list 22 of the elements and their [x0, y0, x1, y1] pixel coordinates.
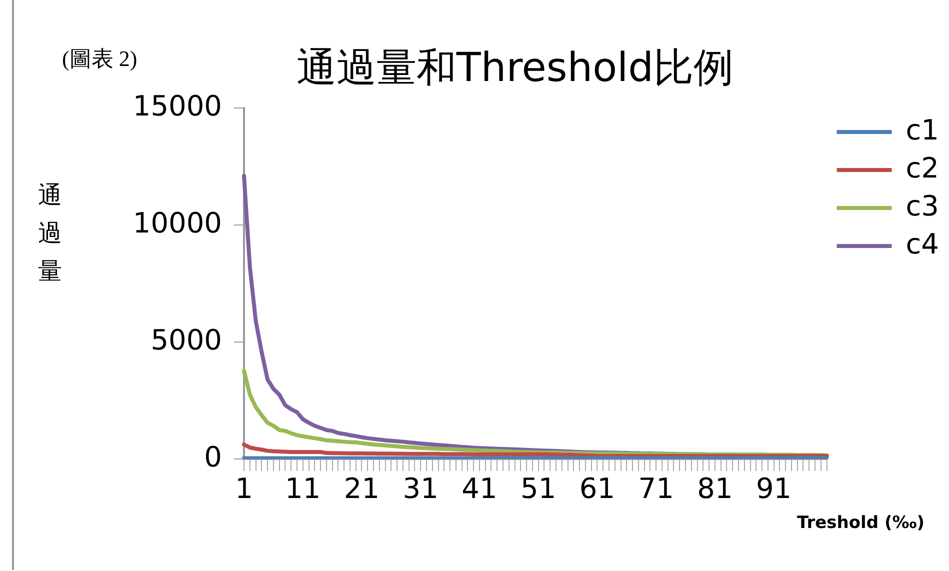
legend-label: c2 [906, 151, 940, 184]
y-tick-label: 0 [204, 440, 222, 474]
y-tick-label: 15000 [132, 89, 222, 122]
x-tick-label: 11 [285, 472, 321, 506]
x-tick-label: 51 [520, 472, 556, 506]
legend-label: c3 [906, 189, 940, 222]
x-tick-label: 1 [235, 472, 253, 506]
x-tick-label: 91 [756, 472, 792, 506]
x-tick-label: 21 [344, 472, 380, 506]
x-tick-label: 71 [638, 472, 674, 506]
legend-label: c1 [906, 113, 940, 146]
x-tick-label: 61 [579, 472, 616, 506]
y-tick-label: 5000 [150, 323, 222, 356]
y-axis-title: 通過量 [38, 180, 62, 287]
chart-title: 通過量和Threshold比例 [296, 45, 734, 91]
x-tick-label: 81 [697, 472, 733, 506]
legend-label: c4 [906, 227, 940, 260]
x-tick-label: 31 [402, 472, 438, 506]
x-axis-title: Treshold (‰) [797, 513, 924, 533]
y-tick-label: 10000 [132, 206, 222, 240]
x-tick-label: 41 [462, 472, 498, 506]
text: (圖表 2) [62, 45, 138, 73]
